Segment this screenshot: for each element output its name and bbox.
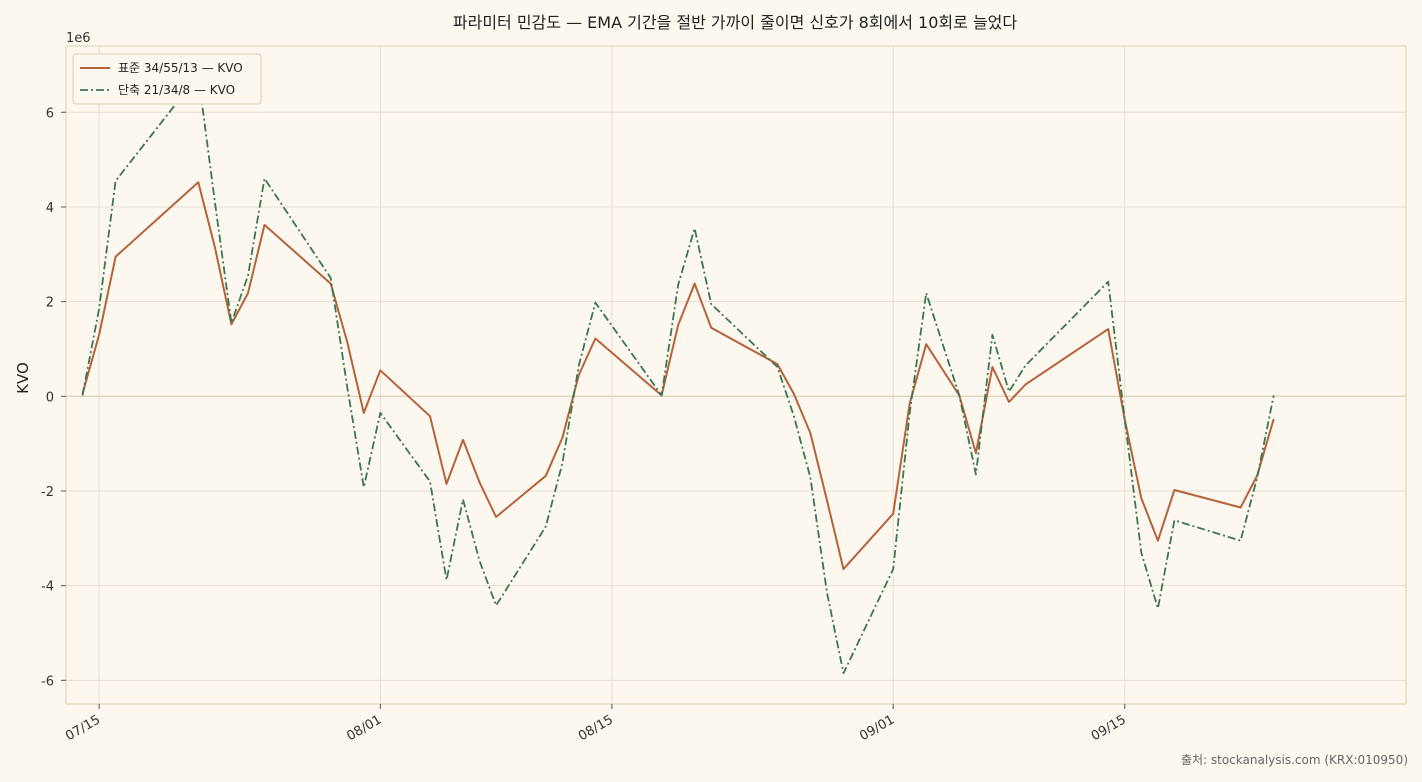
legend: 표준 34/55/13 — KVO 단축 21/34/8 — KVO: [72, 53, 262, 105]
series-layer: [81, 74, 1275, 675]
y-tick-label: 6: [46, 106, 54, 121]
y-tick-label: -6: [41, 674, 54, 689]
x-tick-label: 09/15: [1089, 712, 1129, 744]
source-note: 출처: stockanalysis.com (KRX:010950): [1181, 753, 1408, 767]
y-ticks: -6 -4 -2 0 2 4 6: [41, 106, 66, 689]
series-line-standard: [81, 181, 1275, 571]
x-tick-label: 08/15: [576, 712, 616, 744]
y-tick-label: -2: [41, 485, 54, 500]
y-tick-label: 4: [46, 201, 54, 216]
x-tick-label: 07/15: [63, 712, 103, 744]
y-tick-label: -4: [41, 580, 54, 595]
chart-title: 파라미터 민감도 — EMA 기간을 절반 가까이 줄이면 신호가 8회에서 1…: [453, 13, 1018, 32]
legend-box: [72, 53, 262, 105]
plot-area: [65, 45, 1407, 705]
x-tick-label: 08/01: [344, 712, 384, 744]
x-ticks: 07/15 08/01 08/15 09/01 09/15: [63, 704, 1129, 744]
legend-label-standard: 표준 34/55/13 — KVO: [118, 61, 243, 75]
y-tick-label: 0: [46, 390, 54, 405]
legend-label-short: 단축 21/34/8 — KVO: [118, 83, 235, 97]
y-axis-label: KVO: [14, 362, 32, 394]
y-multiplier-label: 1e6: [66, 31, 91, 46]
series-line-short: [81, 74, 1275, 675]
y-tick-label: 2: [46, 296, 54, 311]
x-tick-label: 09/01: [857, 712, 897, 744]
